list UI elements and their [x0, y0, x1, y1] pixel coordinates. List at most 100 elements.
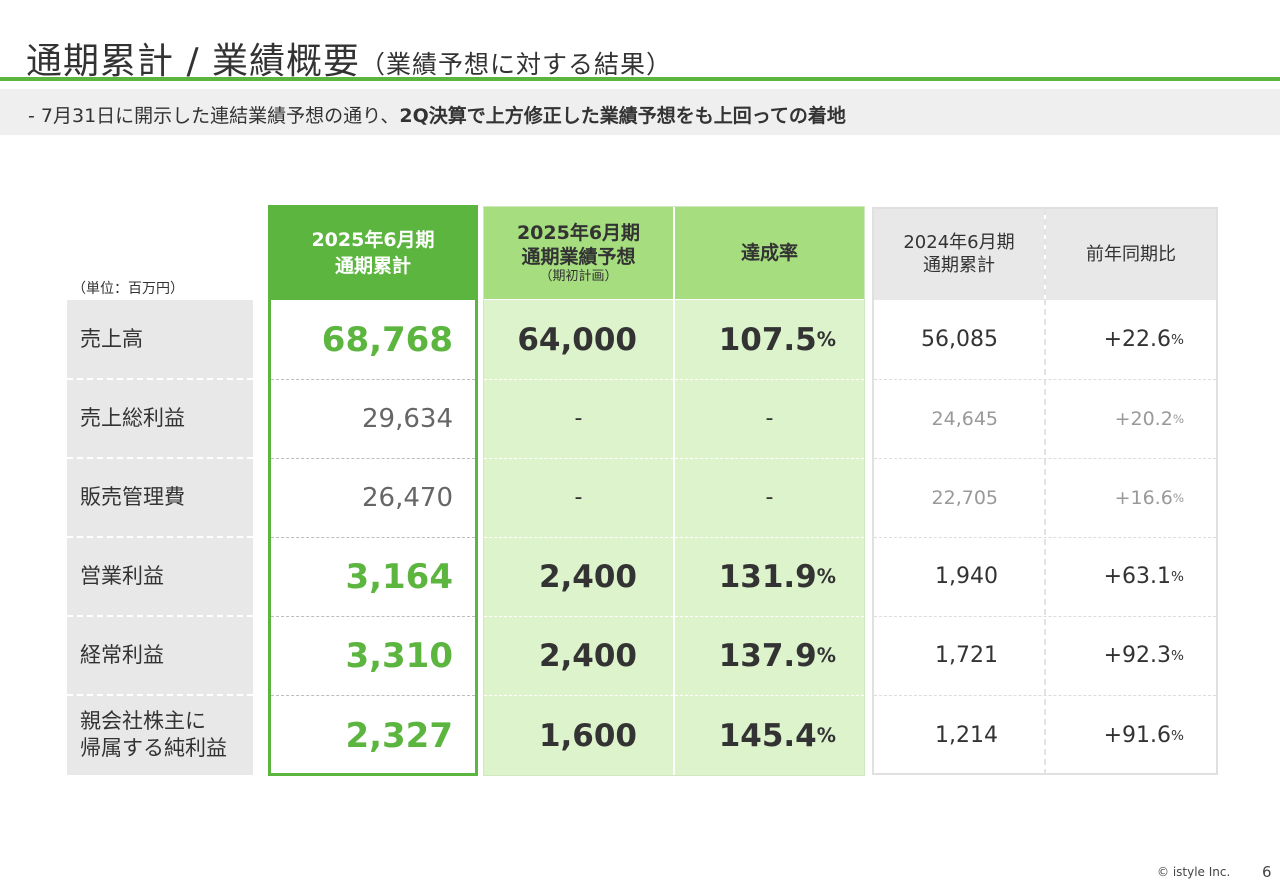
achievement-operating-profit: 131.9% — [680, 537, 836, 616]
column-divider — [673, 207, 675, 775]
percent-sign: % — [1171, 331, 1184, 348]
prev-ordinary-profit: 1,721 — [935, 643, 998, 668]
column-header-line2: 通期累計 — [334, 254, 411, 277]
row-label-operating-profit: 営業利益 — [67, 537, 253, 616]
achievement-value: 145.4 — [718, 717, 817, 754]
row-label-revenue: 売上高 — [67, 300, 253, 379]
yoy-revenue: +22.6% — [1050, 300, 1184, 379]
percent-sign: % — [1171, 727, 1184, 744]
row-divider — [67, 694, 253, 696]
column-header-line1: 2024年6月期 — [903, 232, 1015, 253]
column-header-note: （期初計画） — [539, 269, 618, 284]
percent-sign: % — [816, 328, 836, 351]
unit-label: （単位：百万円） — [72, 281, 184, 297]
row-label-text: 売上総利益 — [80, 406, 185, 430]
yoy-gross-profit: +20.2% — [1050, 379, 1184, 458]
column-header-line1: 2025年6月期 — [516, 222, 641, 244]
achievement-value: 137.9 — [718, 637, 817, 674]
prev-operating-profit: 1,940 — [935, 564, 998, 589]
yoy-sga: +16.6% — [1050, 458, 1184, 537]
prev-revenue: 56,085 — [921, 327, 998, 352]
cell-divider — [271, 379, 475, 380]
percent-sign: % — [816, 565, 836, 588]
percent-sign: % — [1172, 490, 1184, 505]
row-label-text: 販売管理費 — [80, 485, 185, 509]
column-header-forecast: 2025年6月期 通期業績予想 （期初計画） — [484, 207, 673, 299]
forecast-gross-profit: - — [574, 406, 583, 431]
prev-sga: 22,705 — [931, 486, 998, 509]
column-header-line2: 通期業績予想 — [521, 246, 636, 268]
percent-sign: % — [816, 724, 836, 747]
yoy-value: +16.6 — [1114, 486, 1173, 509]
achievement-value: 131.9 — [718, 558, 817, 595]
achievement-net-profit: 145.4% — [680, 696, 836, 775]
row-divider — [67, 457, 253, 459]
cell-divider — [874, 695, 1216, 696]
actual-gross-profit: 29,634 — [362, 403, 453, 434]
yoy-value: +22.6 — [1103, 327, 1172, 352]
row-divider — [67, 536, 253, 538]
achievement-sga: - — [765, 485, 774, 510]
cell-divider — [271, 616, 475, 617]
row-label-text: 経常利益 — [80, 643, 164, 667]
cell-divider — [874, 379, 1216, 380]
subtitle-bold: 2Q決算で上方修正した業績予想をも上回っての着地 — [399, 105, 846, 127]
forecast-ordinary-profit: 2,400 — [538, 637, 637, 674]
row-divider — [67, 378, 253, 380]
forecast-sga: - — [574, 485, 583, 510]
actual-ordinary-profit: 3,310 — [345, 635, 453, 676]
actual-operating-profit: 3,164 — [345, 556, 453, 597]
yoy-value: +20.2 — [1114, 407, 1173, 430]
column-header-yoy: 前年同期比 — [1046, 208, 1216, 300]
cell-divider — [874, 537, 1216, 538]
column-header-actual: 2025年6月期 通期累計 — [268, 205, 478, 300]
column-header-line1: 2025年6月期 — [311, 228, 435, 251]
row-label-line2: 帰属する純利益 — [80, 736, 227, 760]
forecast-net-profit: 1,600 — [538, 717, 637, 754]
yoy-value: +63.1 — [1103, 564, 1172, 589]
percent-sign: % — [1171, 647, 1184, 664]
page-title-sub: （業績予想に対する結果） — [360, 50, 673, 79]
yoy-net-profit: +91.6% — [1050, 696, 1184, 775]
column-header-prev-year: 2024年6月期 通期累計 — [874, 208, 1044, 300]
actual-net-profit: 2,327 — [345, 715, 453, 756]
percent-sign: % — [816, 644, 836, 667]
yoy-value: +92.3 — [1103, 643, 1172, 668]
title-underline — [0, 77, 1280, 81]
forecast-revenue: 64,000 — [517, 321, 637, 358]
achievement-gross-profit: - — [765, 406, 774, 431]
page-title: 通期累計 / 業績概要（業績予想に対する結果） — [26, 32, 672, 84]
row-label-text: 営業利益 — [80, 564, 164, 588]
row-label-line1: 親会社株主に — [80, 709, 206, 733]
column-header-line2: 通期累計 — [923, 255, 995, 276]
subtitle-prefix: - 7月31日に開示した連結業績予想の通り、 — [28, 105, 400, 127]
row-divider — [67, 615, 253, 617]
column-header-achievement: 達成率 — [675, 207, 864, 299]
subtitle-bar — [0, 89, 1280, 135]
column-header-label: 達成率 — [740, 242, 798, 264]
actual-sga: 26,470 — [362, 482, 453, 513]
achievement-revenue: 107.5% — [680, 300, 836, 379]
copyright: © istyle Inc. — [1157, 865, 1231, 879]
cell-divider — [271, 537, 475, 538]
actual-revenue: 68,768 — [321, 319, 453, 360]
row-label-sga: 販売管理費 — [67, 458, 253, 537]
cell-divider — [874, 616, 1216, 617]
prev-net-profit: 1,214 — [935, 723, 998, 748]
achievement-ordinary-profit: 137.9% — [680, 616, 836, 695]
forecast-group-frame — [483, 206, 865, 776]
cell-divider — [271, 458, 475, 459]
forecast-operating-profit: 2,400 — [538, 558, 637, 595]
percent-sign: % — [1171, 568, 1184, 585]
percent-sign: % — [1172, 411, 1184, 426]
row-label-ordinary-profit: 経常利益 — [67, 616, 253, 695]
yoy-ordinary-profit: +92.3% — [1050, 616, 1184, 695]
page-title-main: 通期累計 / 業績概要 — [26, 41, 361, 82]
row-label-gross-profit: 売上総利益 — [67, 379, 253, 458]
yoy-operating-profit: +63.1% — [1050, 537, 1184, 616]
achievement-value: 107.5 — [718, 321, 817, 358]
page-number: 6 — [1262, 863, 1272, 881]
cell-divider — [874, 458, 1216, 459]
cell-divider — [271, 695, 475, 696]
row-label-net-profit: 親会社株主に 帰属する純利益 — [67, 695, 253, 775]
